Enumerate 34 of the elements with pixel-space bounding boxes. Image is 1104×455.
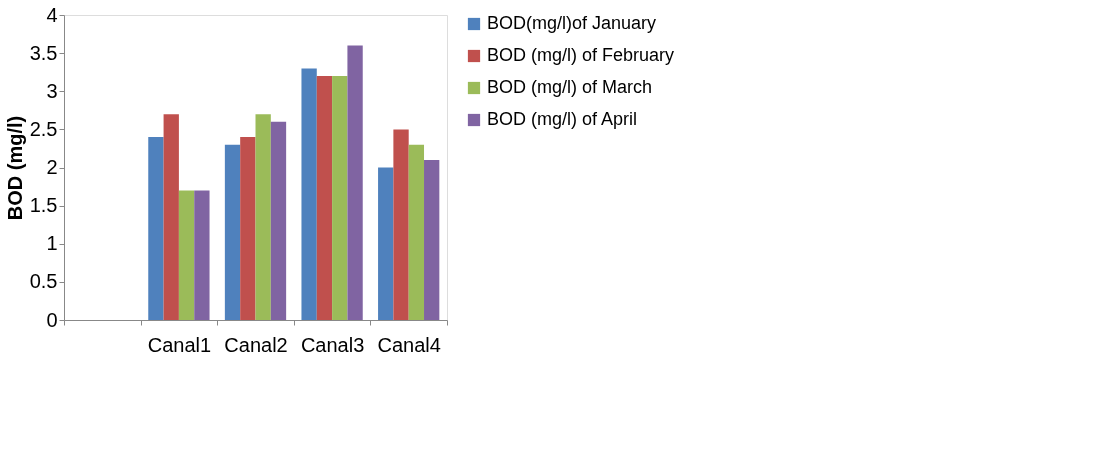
y-tick-label: 2.5 — [29, 117, 58, 140]
bar — [163, 114, 179, 320]
x-tick-label: Canal2 — [224, 333, 288, 356]
bar — [224, 144, 241, 320]
x-tick-label: Canal3 — [300, 333, 365, 356]
y-tick-label: 0.5 — [29, 270, 58, 293]
bar — [255, 114, 271, 320]
bar — [316, 76, 333, 320]
legend-label: BOD (mg/l) of March — [487, 77, 653, 97]
y-axis-title: BOD (mg/l) — [3, 115, 26, 221]
bar — [194, 190, 210, 320]
y-tick-label: 2 — [46, 156, 58, 178]
legend-label: BOD(mg/l)of January — [487, 13, 657, 33]
bar — [347, 45, 363, 320]
bar — [393, 129, 409, 320]
bar — [378, 167, 394, 320]
legend-label: BOD (mg/l) of April — [487, 109, 638, 129]
y-tick-label: 3.5 — [29, 41, 58, 64]
x-tick-label: Canal1 — [147, 333, 212, 356]
bar — [301, 68, 317, 320]
bar — [424, 159, 440, 320]
bar — [270, 121, 287, 320]
x-tick-label: Canal4 — [377, 333, 441, 356]
y-tick-label: 1 — [46, 232, 58, 255]
y-tick-label: 1.5 — [29, 194, 58, 217]
y-tick-label: 3 — [46, 79, 58, 102]
bar — [148, 137, 164, 320]
bar — [332, 76, 348, 320]
y-tick-label: 0 — [46, 308, 58, 331]
legend-label: BOD (mg/l) of February — [487, 45, 675, 65]
bar — [408, 144, 425, 320]
y-tick-label: 4 — [46, 3, 58, 26]
bar — [178, 190, 195, 320]
bar — [240, 137, 256, 320]
